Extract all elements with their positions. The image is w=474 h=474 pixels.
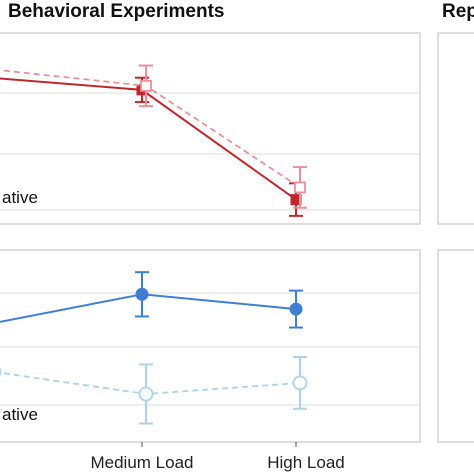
right-panels [437, 32, 474, 443]
panel-frame [0, 32, 421, 225]
data-point [289, 302, 303, 316]
data-point [0, 367, 2, 377]
right-top-panel-frame [437, 32, 474, 225]
data-point [138, 386, 154, 402]
x-axis [141, 442, 297, 447]
data-point [294, 181, 306, 194]
right-panel-title-fragment: Rep [442, 1, 474, 22]
data-point [140, 79, 152, 92]
bottom-panel: ative [0, 249, 421, 443]
x-tick-label: Medium Load [90, 453, 193, 472]
x-tick-label: High Load [267, 453, 345, 472]
data-point [292, 375, 308, 391]
data-point [135, 287, 149, 301]
data-point [290, 194, 302, 206]
top-panel: ative [0, 32, 421, 225]
legend-label: ative [2, 188, 38, 207]
chart-title: Behavioral Experiments [8, 1, 224, 22]
legend-label: ative [2, 405, 38, 424]
right-bottom-panel-frame [437, 249, 474, 443]
panel-frame [0, 249, 421, 443]
